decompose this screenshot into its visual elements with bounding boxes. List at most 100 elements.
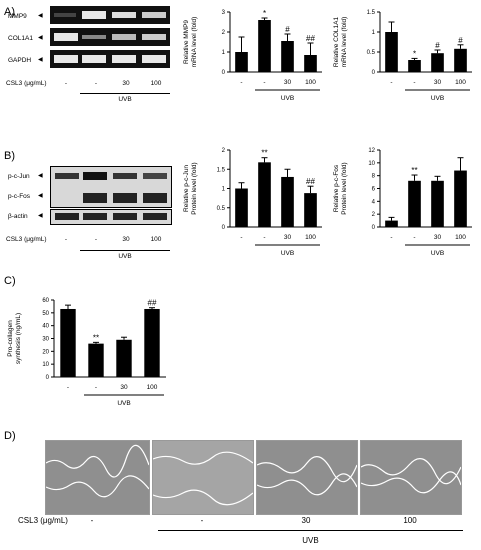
- arrow-icon: ◀: [38, 173, 43, 179]
- blot-row-label: MMP9: [8, 13, 27, 20]
- y-tick-label: 0.5: [367, 50, 376, 56]
- x-tick-label: 100: [305, 79, 316, 86]
- x-tick-label: -: [240, 79, 242, 86]
- y-axis-label: mRNA level (fold): [341, 17, 348, 68]
- uvb-label: UVB: [302, 536, 319, 545]
- uvb-line: [158, 530, 463, 531]
- blot-row-label: GAPDH: [8, 57, 32, 64]
- y-tick-label: 10: [42, 362, 49, 368]
- uvb-label: UVB: [431, 250, 444, 257]
- significance-mark: ##: [306, 34, 315, 43]
- y-tick-label: 8: [372, 174, 376, 180]
- bar: [304, 193, 317, 227]
- bar: [385, 220, 398, 227]
- x-tick-label: -: [390, 79, 392, 86]
- chart-a-col1a1: Relative COL1A1 mRNA level (fold) 0 0.5 1 1.5…: [333, 10, 472, 102]
- y-axis-label: synthesis (ng/mL): [15, 313, 22, 364]
- significance-mark: #: [435, 41, 440, 50]
- y-tick-label: 0: [372, 225, 376, 231]
- chart-b-cfos: Relative p-c-Fos Protein level (fold) 0 2 4 6…: [333, 148, 472, 257]
- y-tick-label: 12: [368, 148, 375, 154]
- x-tick-label: 100: [455, 234, 466, 241]
- y-tick-label: 1: [222, 50, 226, 56]
- uvb-line: [80, 250, 170, 251]
- significance-mark: #: [458, 36, 463, 45]
- y-tick-label: 40: [42, 324, 49, 330]
- bar: [235, 188, 248, 227]
- dose-label: -: [64, 80, 68, 87]
- y-tick-label: 1: [222, 187, 226, 193]
- x-tick-label: 100: [147, 384, 158, 391]
- bar: [454, 48, 467, 72]
- chart-c-procollagen: Pro-collagen synthesis (ng/mL) 0 10 20 30 40 50…: [7, 298, 166, 407]
- y-tick-label: 50: [42, 311, 49, 317]
- y-tick-label: 0: [222, 70, 226, 76]
- x-tick-label: 30: [284, 234, 292, 241]
- uvb-label: UVB: [118, 96, 132, 103]
- bar: [235, 52, 248, 72]
- dose-label: 30: [301, 516, 311, 525]
- bar: [408, 60, 421, 72]
- chart-a-mmp9: Relative MMP9 mRNA level (fold) 0 1 2 3 - * - #30…: [183, 9, 322, 102]
- blot-strip-gapdh: [50, 50, 170, 68]
- blot-row-label: β-actin: [8, 213, 28, 220]
- dose-label: -: [64, 236, 68, 243]
- panel-label-c: C): [4, 275, 16, 287]
- x-tick-label: 100: [455, 79, 466, 86]
- y-tick-label: 3: [222, 10, 226, 16]
- bar: [281, 41, 294, 72]
- significance-mark: #: [285, 25, 290, 34]
- y-axis-label: Relative p-c-Fos: [333, 164, 340, 212]
- y-tick-label: 0.5: [217, 206, 226, 212]
- uvb-label: UVB: [118, 253, 132, 260]
- bar: [408, 180, 421, 227]
- dose-label: -: [200, 516, 204, 525]
- dose-label: 100: [403, 516, 417, 525]
- significance-mark: **: [93, 333, 99, 342]
- y-axis-label: Relative p-c-Jun: [183, 165, 190, 212]
- bar: [304, 55, 317, 72]
- treatment-label: CSL3 (μg/mL): [6, 236, 47, 243]
- y-tick-label: 0: [222, 225, 226, 231]
- y-tick-label: 10: [368, 161, 375, 167]
- significance-mark: **: [411, 166, 417, 175]
- bar: [431, 53, 444, 72]
- y-axis-label: Relative MMP9: [183, 20, 190, 64]
- blot-row-label: p-c-Jun: [8, 173, 30, 180]
- blot-row-label: p-c-Fos: [8, 193, 31, 200]
- x-tick-label: -: [263, 79, 265, 86]
- bar: [258, 20, 271, 72]
- significance-mark: *: [263, 9, 266, 18]
- dose-label: -: [90, 516, 94, 525]
- y-tick-label: 0: [372, 70, 376, 76]
- bar: [144, 308, 160, 377]
- bar: [88, 343, 104, 377]
- x-tick-label: 30: [434, 79, 442, 86]
- chart-b-cjun: Relative p-c-Jun Protein level (fold) 0 0.5…: [183, 148, 322, 257]
- x-tick-label: 30: [434, 234, 442, 241]
- treatment-label: CSL3 (μg/mL): [6, 80, 47, 87]
- x-tick-label: -: [413, 234, 415, 241]
- y-tick-label: 0: [46, 375, 50, 381]
- blot-strip-mmp9: [50, 6, 170, 24]
- x-tick-label: 30: [284, 79, 292, 86]
- x-tick-label: -: [390, 234, 392, 241]
- y-axis-label: Pro-collagen: [7, 320, 14, 357]
- uvb-label: UVB: [431, 95, 444, 102]
- uvb-label: UVB: [117, 400, 130, 407]
- bar: [281, 176, 294, 227]
- bar: [258, 162, 271, 227]
- dose-label: 100: [150, 236, 162, 243]
- significance-mark: ##: [148, 299, 157, 308]
- dose-label: 30: [122, 236, 130, 243]
- significance-mark: *: [413, 49, 416, 58]
- uvb-label: UVB: [281, 250, 294, 257]
- treatment-label: CSL3 (μg/mL): [18, 516, 68, 525]
- arrow-icon: ◀: [38, 193, 43, 199]
- arrow-icon: ◀: [38, 57, 43, 63]
- y-tick-label: 30: [42, 337, 49, 343]
- y-tick-label: 1.5: [217, 167, 226, 173]
- x-tick-label: -: [240, 234, 242, 241]
- x-tick-label: -: [413, 79, 415, 86]
- x-tick-label: 100: [305, 234, 316, 241]
